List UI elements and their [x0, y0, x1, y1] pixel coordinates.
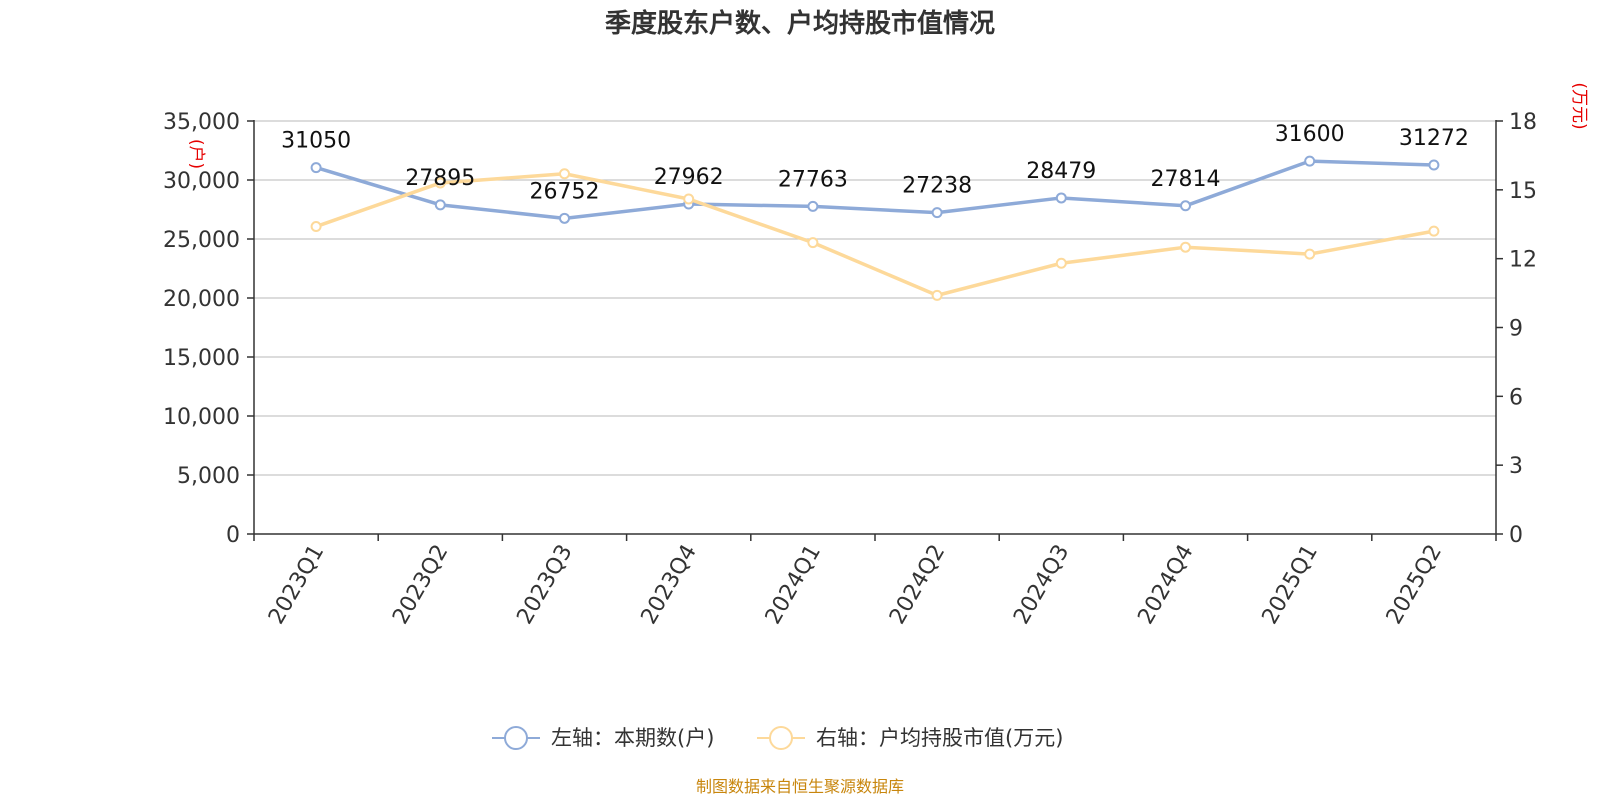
x-tick-label: 2024Q4: [1133, 541, 1198, 629]
x-tick-label: 2023Q4: [637, 541, 702, 629]
series-lines: [310, 155, 1440, 301]
data-point-right: [931, 289, 943, 301]
data-label: 27238: [902, 174, 972, 199]
data-label: 27962: [654, 165, 724, 190]
right-tick-label: 6: [1509, 385, 1523, 410]
source-note: 制图数据来自恒生聚源数据库: [696, 777, 904, 796]
right-tick-label: 12: [1509, 248, 1537, 273]
data-point-right: [310, 221, 322, 233]
x-tick-label: 2024Q1: [761, 541, 826, 629]
left-tick-label: 20,000: [163, 287, 240, 312]
left-tick-label: 5,000: [177, 464, 240, 489]
legend-item-left[interactable]: 左轴：本期数(户): [492, 726, 714, 750]
legend-label-right: 右轴：户均持股市值(万元): [816, 726, 1063, 750]
right-tick-label: 15: [1509, 179, 1537, 204]
left-tick-label: 0: [226, 523, 240, 548]
right-axis-ticks: 0 3 6 9 12 15 18: [1496, 110, 1537, 548]
left-tick-label: 35,000: [163, 110, 240, 135]
series-line-left: [315, 159, 1434, 221]
data-point-left: [1055, 192, 1067, 204]
data-point-left: [931, 207, 943, 219]
data-point-left: [1428, 159, 1440, 171]
data-point-right: [434, 177, 446, 189]
data-label: 28479: [1026, 159, 1096, 184]
data-point-left: [559, 212, 570, 224]
data-label: 27814: [1151, 167, 1221, 192]
right-tick-label: 3: [1509, 454, 1523, 479]
data-label: 27763: [778, 167, 848, 192]
x-tick-label: 2025Q2: [1382, 541, 1447, 629]
data-label: 31272: [1399, 126, 1469, 151]
data-point-left: [310, 162, 322, 174]
right-tick-label: 9: [1509, 317, 1523, 342]
x-tick-label: 2023Q3: [512, 541, 577, 629]
left-tick-label: 10,000: [163, 405, 240, 430]
left-axis-unit: (户): [186, 139, 206, 169]
data-point-left: [434, 199, 446, 211]
data-labels: 31050 27895 26752 27962 27763 27238 28479 27814…: [281, 122, 1469, 204]
legend-item-right[interactable]: 右轴：户均持股市值(万元): [757, 726, 1063, 750]
data-label: 27895: [405, 166, 475, 191]
data-point-right: [1055, 257, 1067, 269]
data-point-right: [1304, 248, 1316, 260]
right-tick-label: 18: [1509, 110, 1537, 135]
data-point-left: [807, 200, 819, 212]
legend-marker-right: [769, 726, 793, 750]
data-label: 26752: [530, 179, 600, 204]
right-axis-unit: (万元): [1569, 82, 1589, 129]
data-point-right: [807, 237, 819, 249]
series-line-right: [315, 172, 1435, 298]
legend-marker-left: [504, 726, 528, 750]
data-point-right: [683, 193, 695, 205]
x-tick-label: 2023Q2: [388, 541, 453, 629]
x-tick-label: 2023Q1: [264, 541, 329, 629]
chart-title: 季度股东户数、户均持股市值情况: [605, 8, 995, 39]
data-label: 31050: [281, 129, 351, 154]
left-axis-ticks: 0 5,000 10,000 15,000 20,000 25,000 30,000 35,0…: [163, 110, 254, 548]
data-point-left: [1304, 155, 1316, 167]
left-tick-label: 15,000: [163, 346, 240, 371]
x-tick-label: 2025Q1: [1258, 541, 1323, 629]
legend: 左轴：本期数(户) 右轴：户均持股市值(万元): [492, 726, 1063, 750]
data-point-right: [559, 168, 570, 180]
data-point-left: [1180, 200, 1191, 212]
x-tick-label: 2024Q3: [1009, 541, 1074, 629]
right-tick-label: 0: [1509, 523, 1523, 548]
x-tick-label: 2024Q2: [885, 541, 950, 629]
left-tick-label: 30,000: [163, 169, 240, 194]
data-label: 31600: [1275, 122, 1345, 147]
data-point-right: [1428, 225, 1440, 237]
data-point-right: [1180, 241, 1191, 253]
left-tick-label: 25,000: [163, 228, 240, 253]
x-axis-ticks: 2023Q1 2023Q2 2023Q3 2023Q4 2024Q1 2024Q2 2024…: [253, 534, 1497, 629]
legend-label-left: 左轴：本期数(户): [551, 726, 714, 750]
